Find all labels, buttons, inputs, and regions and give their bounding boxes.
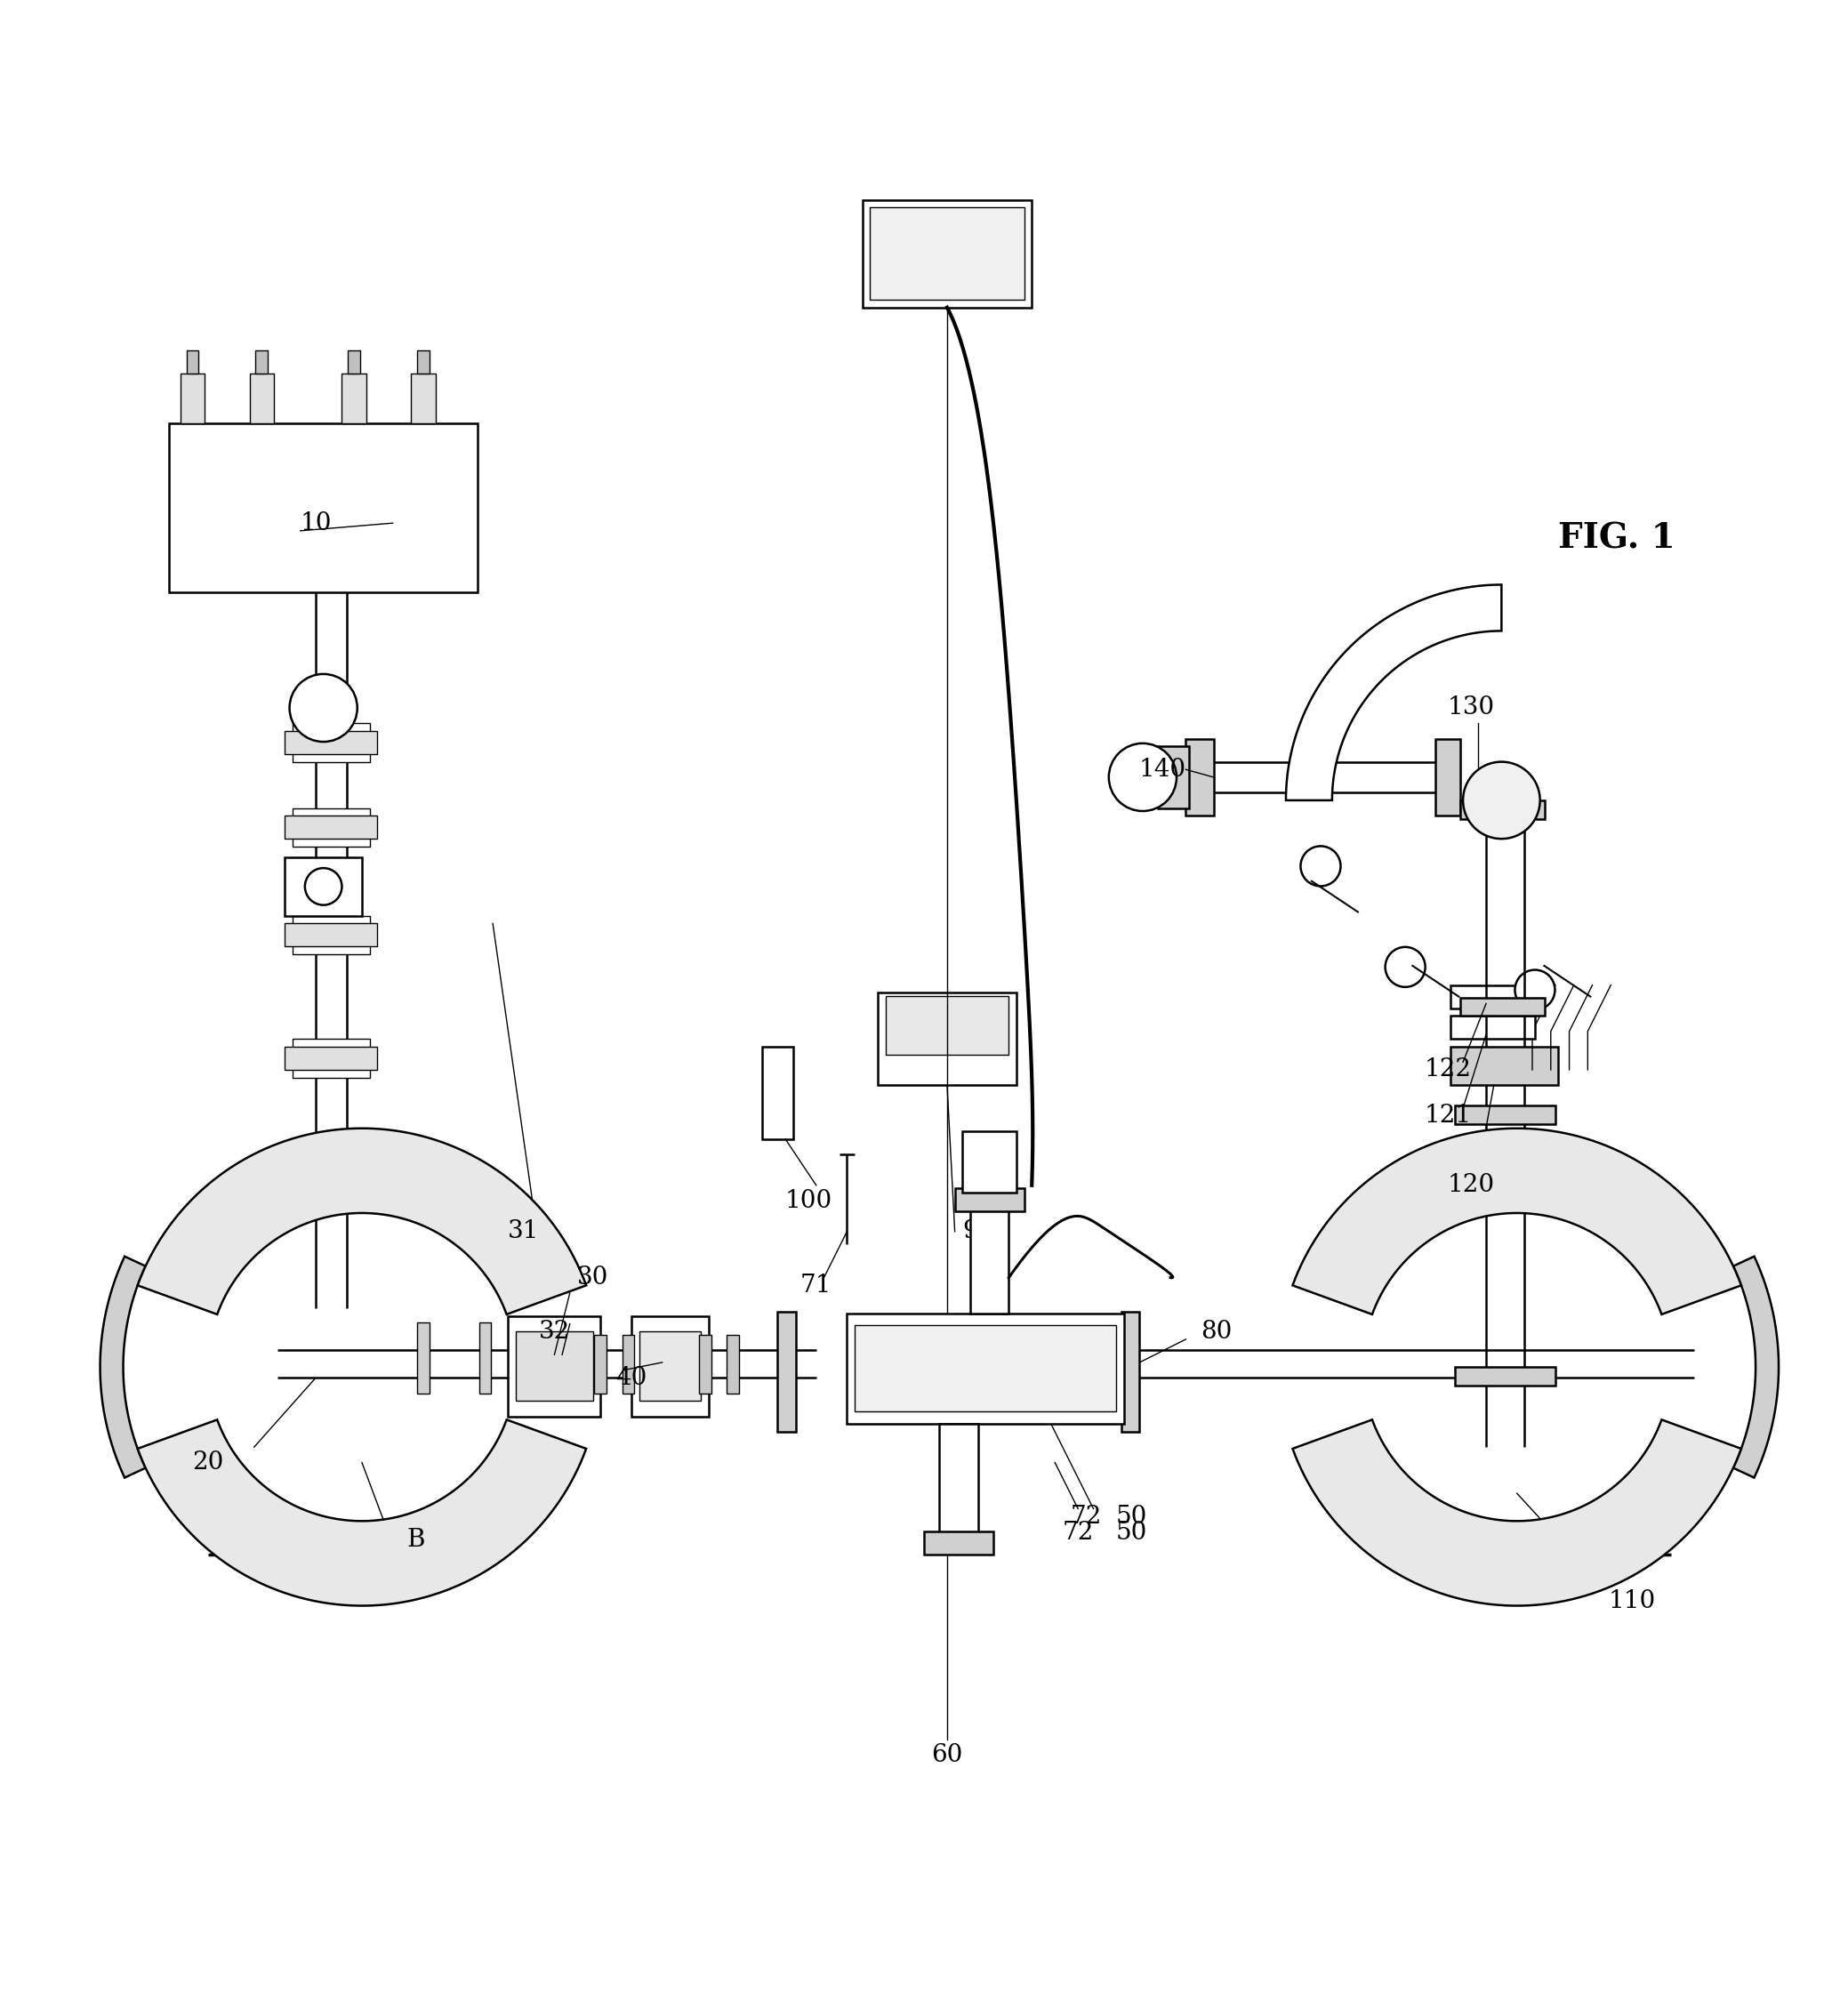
Bar <box>285 730 377 754</box>
Bar <box>285 1047 377 1071</box>
Bar <box>285 856 362 916</box>
Bar <box>963 1131 1016 1193</box>
Bar <box>623 1335 634 1393</box>
Polygon shape <box>137 1129 586 1315</box>
Bar <box>1186 738 1214 816</box>
Polygon shape <box>1292 1129 1741 1315</box>
Bar <box>187 350 200 374</box>
Polygon shape <box>1286 584 1501 800</box>
Text: 71: 71 <box>800 1273 832 1297</box>
Bar <box>854 1325 1116 1411</box>
Polygon shape <box>137 1419 586 1605</box>
Bar <box>292 916 370 954</box>
Bar <box>632 1317 708 1417</box>
Bar <box>181 374 205 422</box>
Text: 100: 100 <box>785 1189 832 1213</box>
Text: B: B <box>407 1527 425 1551</box>
Text: 60: 60 <box>931 1743 963 1767</box>
Circle shape <box>1515 970 1554 1011</box>
Bar <box>347 350 360 374</box>
Bar <box>170 422 477 592</box>
Bar <box>249 374 274 422</box>
Text: 130: 130 <box>1447 696 1495 720</box>
Bar <box>726 1335 739 1393</box>
Bar <box>285 816 377 838</box>
Bar <box>292 808 370 846</box>
Text: 80: 80 <box>1201 1319 1233 1343</box>
Bar <box>878 992 1016 1085</box>
Text: 110: 110 <box>1610 1589 1656 1613</box>
Circle shape <box>1464 762 1539 838</box>
Bar <box>970 1205 1009 1313</box>
Bar <box>1460 800 1545 818</box>
Bar <box>508 1317 601 1417</box>
Bar <box>761 1047 793 1139</box>
Polygon shape <box>100 1257 146 1477</box>
Text: 40: 40 <box>615 1367 647 1391</box>
Bar <box>846 1313 1124 1425</box>
Bar <box>185 430 462 570</box>
Bar <box>1451 984 1536 1009</box>
Bar <box>342 374 366 422</box>
Text: 120: 120 <box>1447 1173 1495 1197</box>
Circle shape <box>290 674 357 742</box>
Bar <box>292 1039 370 1077</box>
Bar <box>479 1323 492 1393</box>
Text: 121: 121 <box>1425 1105 1471 1129</box>
Text: 20: 20 <box>192 1451 224 1475</box>
Bar <box>1436 738 1460 816</box>
Bar <box>1451 1017 1536 1039</box>
Bar <box>639 1331 700 1401</box>
Bar <box>863 200 1031 308</box>
Bar <box>292 722 370 762</box>
Polygon shape <box>1292 1419 1741 1605</box>
Bar <box>418 1323 429 1393</box>
Circle shape <box>305 868 342 904</box>
Bar <box>1454 1105 1556 1125</box>
Bar <box>939 1425 978 1539</box>
Text: FIG. 1: FIG. 1 <box>1558 522 1676 556</box>
Bar <box>595 1335 606 1393</box>
Text: 31: 31 <box>508 1219 540 1243</box>
Polygon shape <box>1733 1257 1778 1477</box>
Bar <box>955 1189 1024 1211</box>
Bar <box>1122 1311 1140 1431</box>
Text: 30: 30 <box>577 1267 608 1291</box>
Bar <box>410 374 436 422</box>
Bar <box>699 1335 711 1393</box>
Text: 140: 140 <box>1138 758 1186 782</box>
Bar <box>924 1533 994 1555</box>
Bar <box>885 996 1009 1055</box>
Bar <box>870 208 1024 300</box>
Text: 72: 72 <box>1070 1505 1101 1529</box>
Bar <box>418 350 429 374</box>
Circle shape <box>1386 946 1425 986</box>
Bar <box>255 350 268 374</box>
Text: 122: 122 <box>1425 1059 1471 1083</box>
Bar <box>1460 996 1545 1017</box>
Text: 50: 50 <box>1116 1521 1148 1545</box>
Circle shape <box>1109 742 1177 810</box>
Text: 10: 10 <box>299 510 331 534</box>
Bar <box>778 1311 796 1431</box>
Text: 90: 90 <box>963 1219 994 1243</box>
Bar <box>1159 746 1188 808</box>
Text: 72: 72 <box>1063 1521 1094 1545</box>
Text: 32: 32 <box>540 1319 569 1343</box>
Bar <box>1454 1367 1556 1385</box>
Text: 50: 50 <box>1116 1505 1148 1529</box>
Bar <box>285 924 377 946</box>
Bar <box>516 1331 593 1401</box>
Bar <box>1451 1047 1558 1085</box>
Circle shape <box>1301 846 1340 886</box>
